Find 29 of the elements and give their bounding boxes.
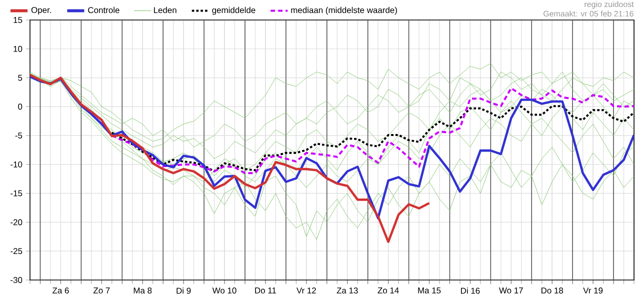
y-tick-label: 15 [14, 17, 22, 23]
y-tick-label: -10 [10, 161, 22, 168]
x-tick-label: Ma 8 [134, 288, 152, 294]
x-tick-label: Za 13 [336, 288, 358, 294]
x-tick-label: Zo 7 [93, 288, 110, 294]
x-tick-label: Wo 10 [212, 288, 236, 294]
x-tick-label: Di 9 [176, 288, 191, 294]
y-tick-label: 10 [14, 46, 22, 52]
y-tick-label: -30 [10, 277, 22, 283]
y-tick-label: -15 [10, 190, 22, 196]
y-tick-label: 0 [18, 104, 22, 110]
legend-label: Controle [88, 6, 120, 14]
x-tick-label: Wo 17 [499, 288, 523, 294]
x-tick-label: Vr 12 [296, 288, 316, 294]
legend-label: Oper. [31, 7, 51, 15]
legend-label: Leden [154, 6, 176, 14]
x-tick-label: Di 16 [461, 288, 480, 294]
x-tick-label: Do 18 [541, 288, 564, 294]
legend-label: mediaan (middelste waarde) [291, 6, 397, 15]
y-tick-label: -5 [15, 132, 22, 139]
x-tick-label: Do 11 [255, 288, 276, 294]
y-tick-label: 5 [18, 74, 22, 81]
x-tick-label: Ma 15 [418, 288, 441, 294]
legend-label: gemiddelde [212, 6, 256, 15]
x-tick-label: Za 6 [52, 288, 69, 294]
y-tick-label: -25 [10, 248, 22, 254]
x-tick-label: Zo 14 [378, 288, 399, 294]
y-tick-label: -20 [10, 219, 22, 226]
x-tick-label: Vr 19 [583, 288, 603, 294]
